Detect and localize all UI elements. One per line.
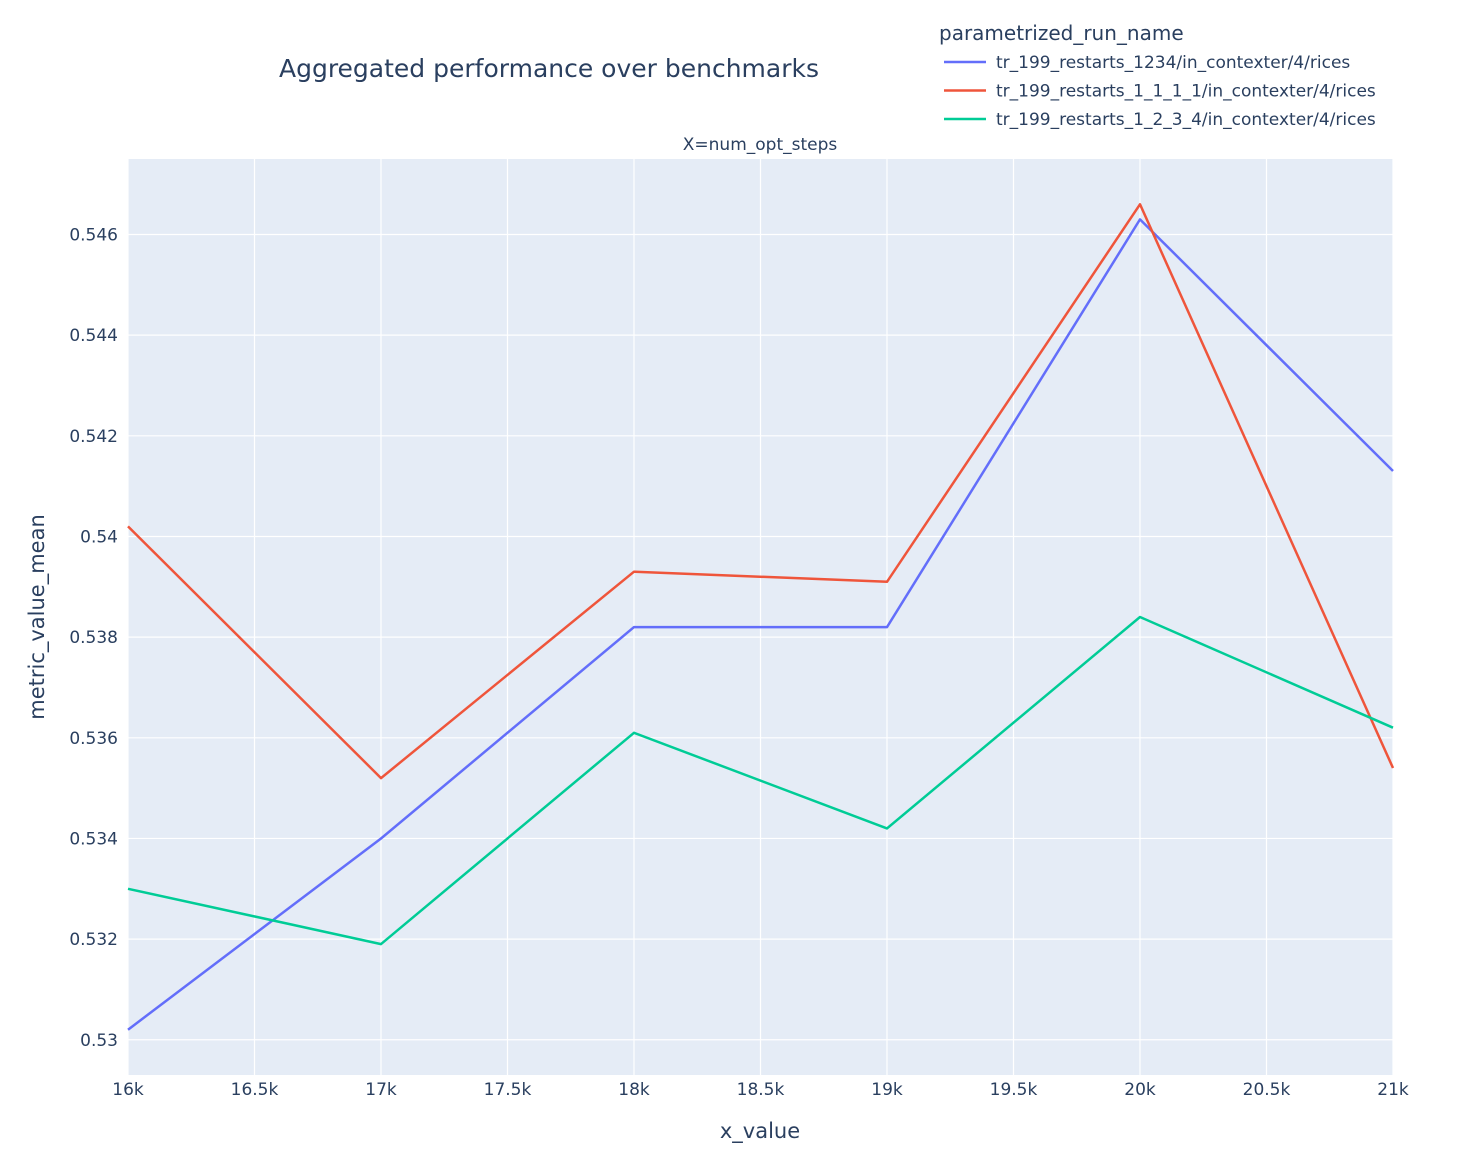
y-tick-label: 0.536 [69, 729, 118, 749]
x-tick-label: 19.5k [990, 1080, 1038, 1100]
legend-label: tr_199_restarts_1_2_3_4/in_contexter/4/r… [996, 110, 1376, 130]
y-axis-ticks: 0.53 0.532 0.534 0.536 0.538 0.54 0.542 0.544 0.… [69, 225, 118, 1050]
legend-label: tr_199_restarts_1_1_1_1/in_contexter/4/r… [996, 82, 1376, 102]
x-tick-label: 20.5k [1243, 1080, 1291, 1100]
y-axis-title: metric_value_mean [25, 514, 50, 720]
x-tick-label: 17k [365, 1080, 397, 1100]
y-tick-label: 0.532 [69, 930, 118, 950]
legend-items: tr_199_restarts_1234/in_contexter/4/rice… [944, 53, 1376, 130]
legend: parametrized_run_name tr_199_restarts_12… [939, 21, 1376, 130]
legend-label: tr_199_restarts_1234/in_contexter/4/rice… [996, 53, 1350, 73]
legend-title: parametrized_run_name [939, 21, 1184, 45]
x-tick-label: 16.5k [231, 1080, 279, 1100]
chart-title: Aggregated performance over benchmarks [279, 54, 819, 83]
x-tick-label: 20k [1124, 1080, 1156, 1100]
x-tick-label: 18k [618, 1080, 650, 1100]
legend-item: tr_199_restarts_1_1_1_1/in_contexter/4/r… [944, 82, 1376, 102]
legend-item: tr_199_restarts_1234/in_contexter/4/rice… [944, 53, 1350, 73]
series-line-1 [127, 218, 1394, 1031]
series-line-3 [127, 615, 1394, 946]
x-tick-label: 16k [112, 1080, 144, 1100]
series-line-2 [127, 203, 1395, 780]
legend-item: tr_199_restarts_1_2_3_4/in_contexter/4/r… [944, 110, 1376, 130]
series-lines [127, 203, 1395, 1031]
x-tick-label: 18.5k [737, 1080, 785, 1100]
grid-lines [127, 159, 1394, 1075]
x-tick-label: 19k [871, 1080, 903, 1100]
x-axis-title: x_value [720, 1119, 800, 1144]
y-tick-label: 0.542 [69, 427, 118, 447]
chart-subtitle: X=num_opt_steps [683, 135, 838, 155]
x-tick-label: 21k [1377, 1080, 1409, 1100]
y-tick-label: 0.538 [69, 628, 118, 648]
x-tick-label: 17.5k [484, 1080, 532, 1100]
y-tick-label: 0.534 [69, 829, 118, 849]
y-tick-label: 0.544 [69, 326, 118, 346]
y-tick-label: 0.54 [80, 527, 118, 547]
x-axis-ticks: 16k 16.5k 17k 17.5k 18k 18.5k 19k 19.5k 20k 20.5k… [112, 1080, 1409, 1100]
y-tick-label: 0.53 [80, 1031, 118, 1051]
y-tick-label: 0.546 [69, 225, 118, 245]
